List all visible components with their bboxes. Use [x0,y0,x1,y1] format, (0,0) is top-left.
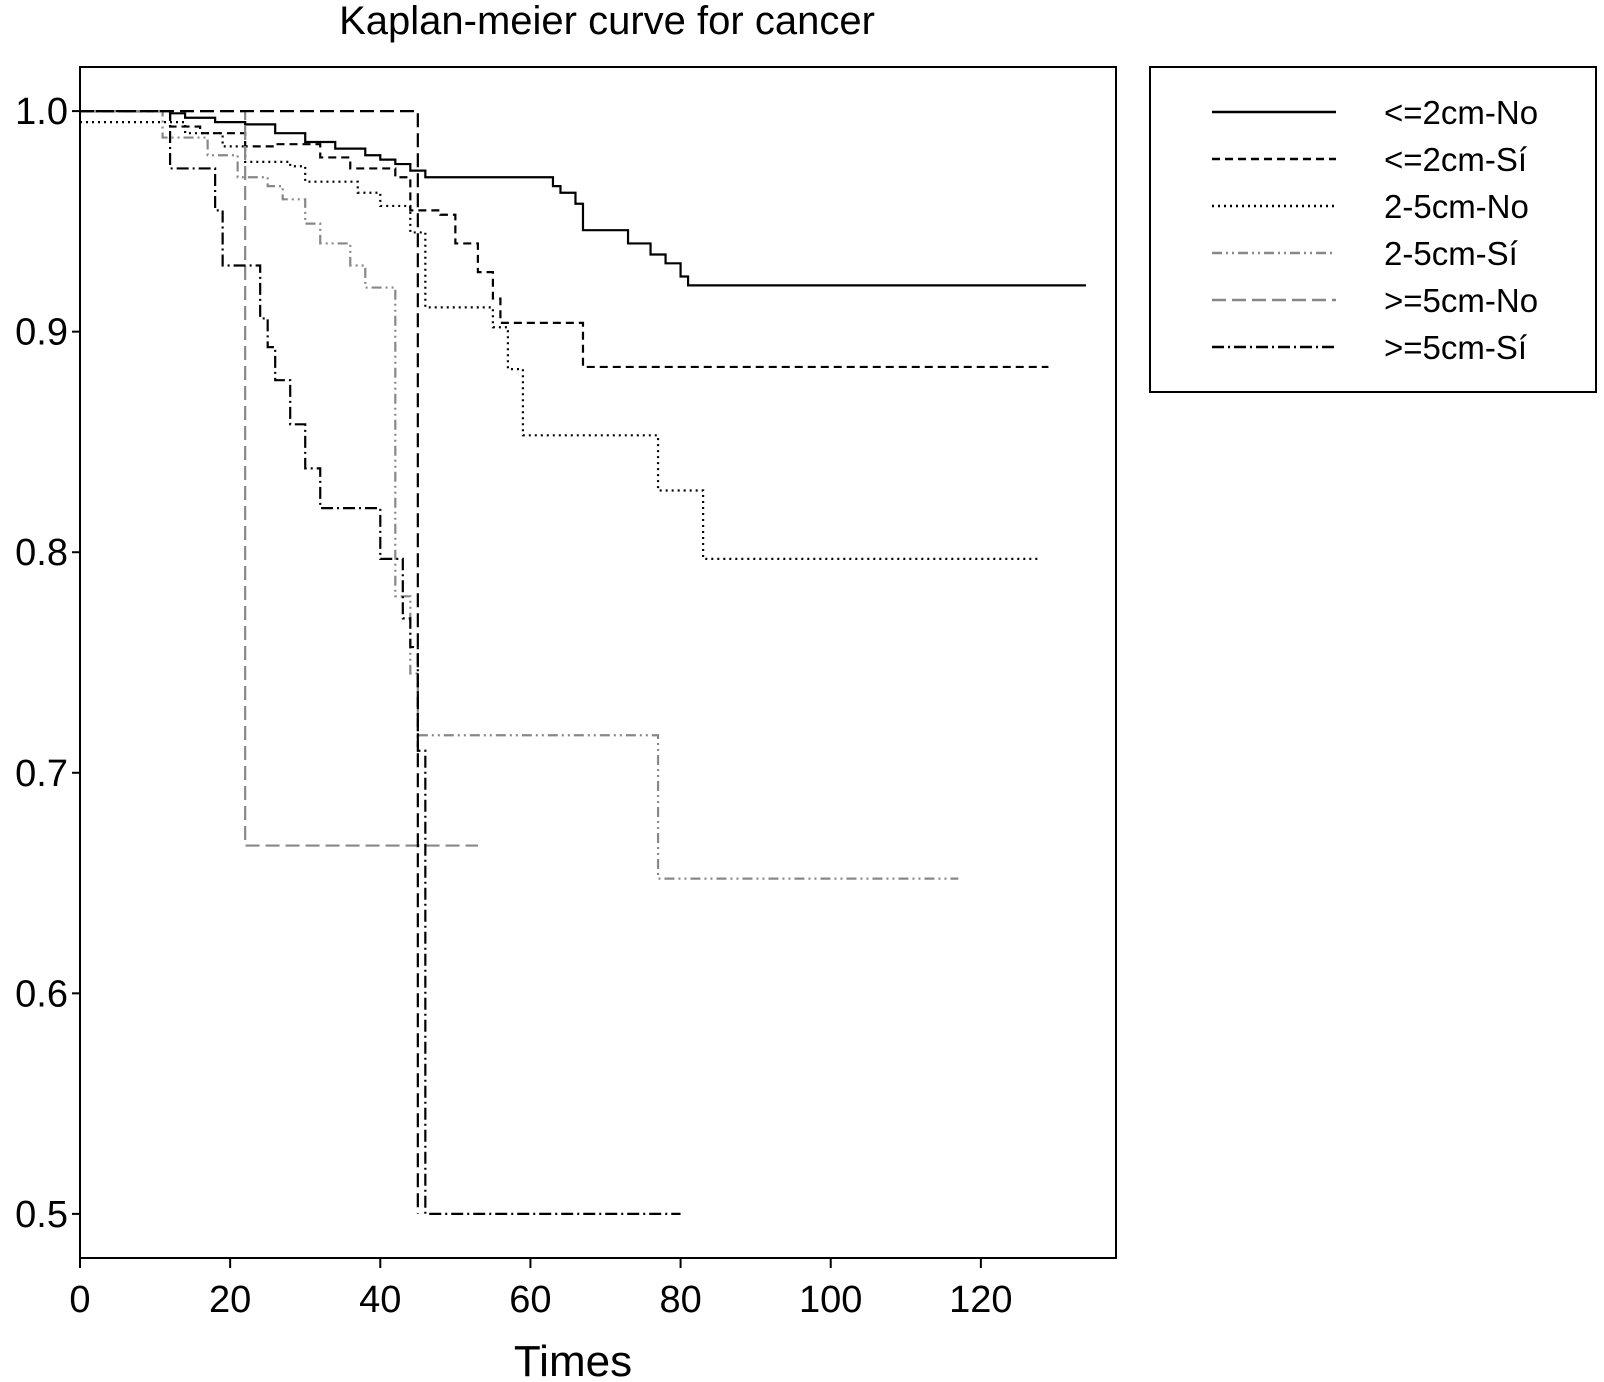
series-line-1 [80,110,1049,369]
y-tick-label: 0.8 [15,532,68,574]
legend-frame [1149,66,1597,393]
plot-frame [79,66,1117,1259]
legend-label-5: >=5cm-Sí [1384,329,1527,366]
y-tick-label: 1.0 [15,91,68,133]
x-tick-label: 20 [209,1279,251,1321]
x-tick-label: 100 [799,1279,862,1321]
legend-label-0: <=2cm-No [1384,94,1538,131]
series-line-2 [80,121,1041,560]
series-line-3 [80,110,959,880]
legend-label-4: >=5cm-No [1384,282,1538,319]
series-line-6 [80,110,419,1214]
y-tick-label: 0.5 [15,1194,68,1236]
x-tick-label: 80 [659,1279,701,1321]
legend-label-1: <=2cm-Sí [1384,141,1527,178]
legend: <=2cm-No <=2cm-Sí 2-5cm-No 2-5cm-Sí >=5cm-No… [1149,66,1597,393]
x-axis: 0 20 40 60 80 100 120 [69,1258,1013,1321]
x-tick-label: 40 [359,1279,401,1321]
x-tick-label: 120 [949,1279,1012,1321]
y-tick-label: 0.9 [15,312,68,354]
x-axis-label: Times [514,1337,632,1382]
x-tick-label: 0 [69,1279,90,1321]
series-layer [80,110,1086,1215]
x-tick-label: 60 [509,1279,551,1321]
legend-label-2: 2-5cm-No [1384,188,1529,225]
legend-label-3: 2-5cm-Sí [1384,235,1518,272]
y-tick-label: 0.6 [15,973,68,1015]
series-line-0 [80,110,1086,287]
y-tick-label: 0.7 [15,753,68,795]
y-axis: 0.5 0.6 0.7 0.8 0.9 1.0 [15,91,80,1236]
chart-title: Kaplan-meier curve for cancer [339,0,875,43]
series-line-5 [80,110,681,1215]
